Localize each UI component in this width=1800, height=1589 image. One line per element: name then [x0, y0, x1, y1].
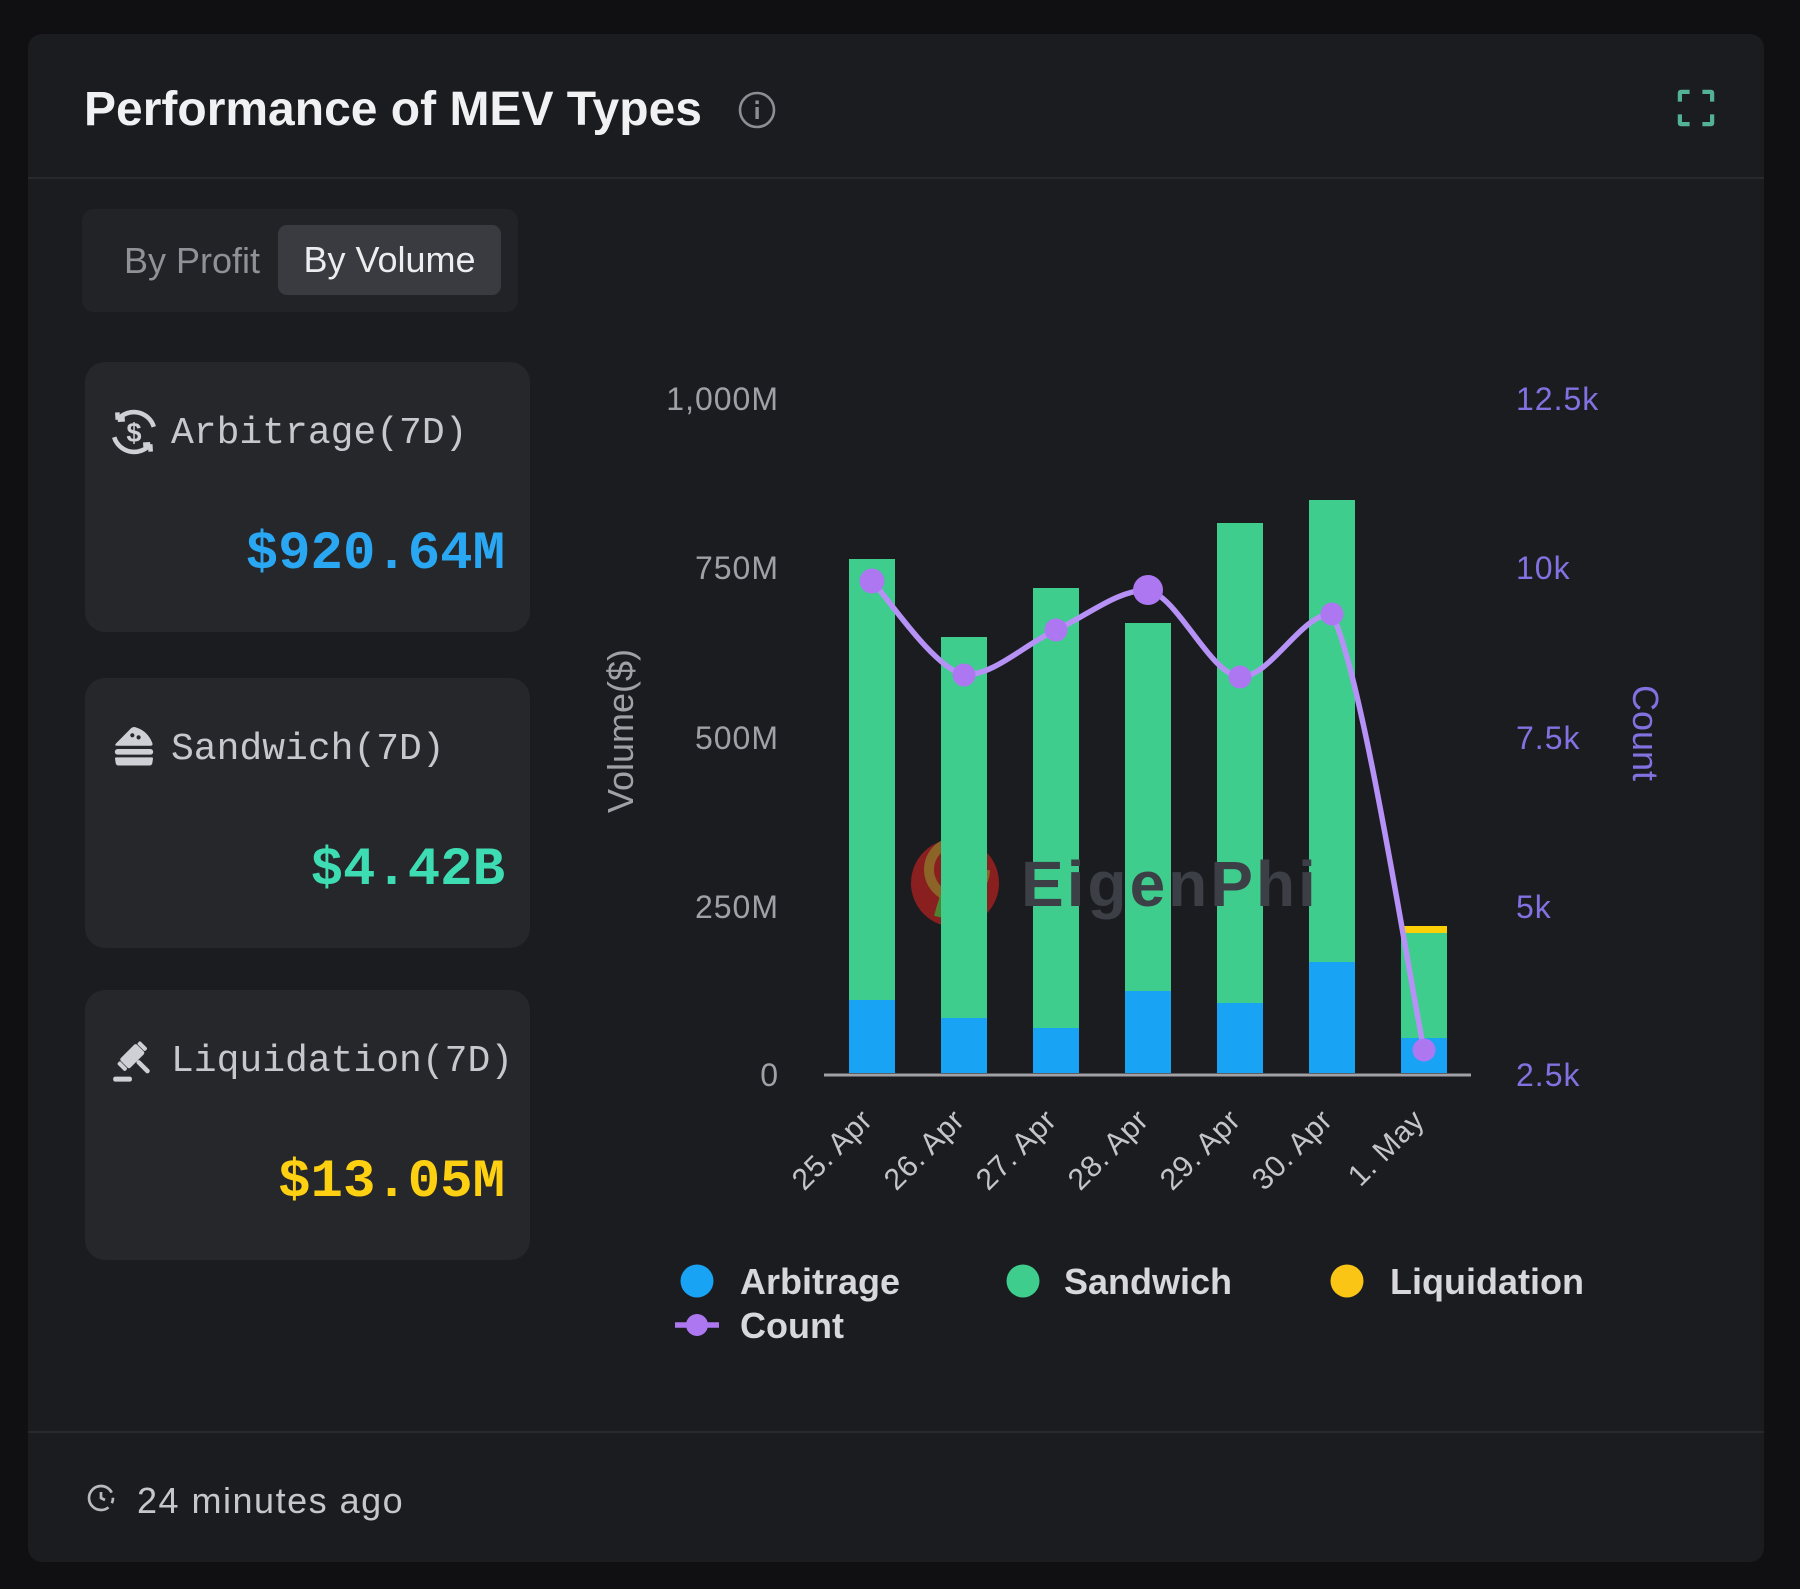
- svg-text:12.5k: 12.5k: [1516, 381, 1599, 417]
- svg-text:0: 0: [760, 1057, 779, 1093]
- svg-text:Sandwich: Sandwich: [1064, 1261, 1232, 1302]
- svg-text:Count: Count: [1625, 685, 1666, 781]
- svg-text:Liquidation: Liquidation: [1390, 1261, 1584, 1302]
- svg-text:10k: 10k: [1516, 550, 1571, 586]
- svg-text:Count: Count: [740, 1305, 844, 1346]
- svg-text:500M: 500M: [695, 720, 779, 756]
- svg-text:1. May: 1. May: [1342, 1104, 1431, 1193]
- svg-text:2.5k: 2.5k: [1516, 1057, 1580, 1093]
- svg-text:27. Apr: 27. Apr: [970, 1104, 1063, 1197]
- svg-text:30. Apr: 30. Apr: [1246, 1104, 1339, 1197]
- svg-text:1,000M: 1,000M: [666, 381, 779, 417]
- svg-text:750M: 750M: [695, 550, 779, 586]
- svg-text:26. Apr: 26. Apr: [878, 1104, 971, 1197]
- svg-text:5k: 5k: [1516, 889, 1552, 925]
- svg-text:EigenPhi: EigenPhi: [1021, 848, 1319, 920]
- svg-text:Volume($): Volume($): [600, 649, 641, 813]
- svg-text:7.5k: 7.5k: [1516, 720, 1580, 756]
- svg-text:Arbitrage: Arbitrage: [740, 1261, 900, 1302]
- svg-text:$: $: [126, 420, 142, 451]
- svg-text:28. Apr: 28. Apr: [1062, 1104, 1155, 1197]
- svg-text:25. Apr: 25. Apr: [786, 1104, 879, 1197]
- svg-text:29. Apr: 29. Apr: [1154, 1104, 1247, 1197]
- svg-text:250M: 250M: [695, 889, 779, 925]
